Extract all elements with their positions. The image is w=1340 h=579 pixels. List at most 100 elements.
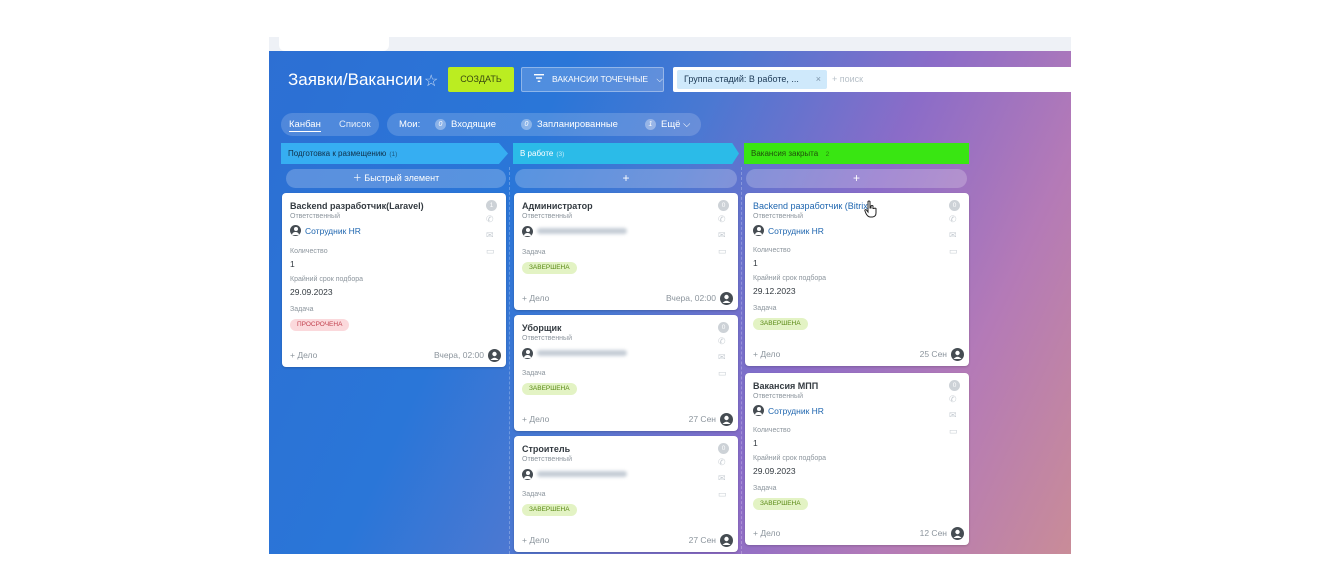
filter-icon [534, 68, 544, 91]
user-avatar-icon[interactable] [951, 527, 964, 540]
phone-icon[interactable]: ✆ [718, 457, 726, 467]
column-header-in-progress[interactable]: В работе (3) [513, 143, 739, 164]
add-activity-link[interactable]: + Дело [522, 293, 550, 303]
counter-planned[interactable]: 0 Запланированные [521, 113, 618, 136]
mail-icon[interactable]: ✉ [718, 473, 726, 483]
user-avatar-icon[interactable] [720, 292, 733, 305]
mail-icon[interactable]: ✉ [949, 410, 957, 420]
quick-add-in-progress[interactable]: + [515, 169, 737, 188]
phone-icon[interactable]: ✆ [949, 214, 957, 224]
responsible-person[interactable] [522, 348, 627, 360]
chat-icon[interactable]: ▭ [718, 368, 727, 378]
add-activity-link[interactable]: + Дело [522, 414, 550, 424]
add-activity-link[interactable]: + Дело [753, 349, 781, 359]
responsible-person[interactable]: Сотрудник HR [290, 225, 361, 237]
my-label: Мои: [399, 119, 421, 130]
kanban-card[interactable]: Backend разработчик(Laravel) 1 Ответстве… [282, 193, 506, 367]
active-tab-edge[interactable] [279, 37, 389, 51]
kanban-card[interactable]: Backend разработчик (Bitrix) 0 Ответстве… [745, 193, 969, 366]
user-avatar-icon [522, 469, 533, 480]
quantity-label: Количество [753, 427, 791, 434]
counter-incoming[interactable]: 0 Входящие [435, 113, 496, 136]
card-title[interactable]: Backend разработчик (Bitrix) [753, 201, 871, 211]
deadline-label: Крайний срок подбора [753, 275, 827, 282]
create-button[interactable]: СОЗДАТЬ [448, 67, 514, 92]
tab-list[interactable]: Список [339, 119, 371, 130]
phone-icon[interactable]: ✆ [718, 336, 726, 346]
activity-count-badge: 1 [486, 200, 497, 211]
responsible-person[interactable] [522, 469, 627, 481]
card-title[interactable]: Администратор [522, 201, 593, 211]
user-avatar-icon[interactable] [488, 349, 501, 362]
phone-icon[interactable]: ✆ [949, 394, 957, 404]
kanban-card[interactable]: Администратор 0 Ответственный Задача ЗАВ… [514, 193, 738, 310]
column-count: (1) [389, 151, 398, 158]
quantity-label: Количество [290, 248, 328, 255]
add-activity-link[interactable]: + Дело [522, 535, 550, 545]
status-badge: ЗАВЕРШЕНА [522, 504, 577, 516]
card-title[interactable]: Уборщик [522, 323, 562, 333]
phone-icon[interactable]: ✆ [718, 214, 726, 224]
quick-add-closed[interactable]: + [746, 169, 967, 188]
chat-icon[interactable]: ▭ [718, 246, 727, 256]
activity-count-badge: 0 [718, 443, 729, 454]
add-activity-link[interactable]: + Дело [753, 528, 781, 538]
more-label: Ещё [661, 119, 681, 130]
filter-tag-label: Группа стадий: В работе, ... [684, 74, 799, 84]
mail-icon[interactable]: ✉ [486, 230, 494, 240]
responsible-person[interactable]: Сотрудник HR [753, 225, 824, 237]
search-input[interactable]: + поиск [832, 74, 864, 84]
search-bar[interactable]: Группа стадий: В работе, ... × + поиск [673, 67, 1071, 92]
deadline-label: Крайний срок подбора [290, 276, 364, 283]
view-switcher: Канбан Список [281, 113, 379, 136]
chat-icon[interactable]: ▭ [949, 246, 958, 256]
card-date: 12 Сен [919, 528, 947, 538]
chat-icon[interactable]: ▭ [949, 426, 958, 436]
responsible-person[interactable]: Сотрудник HR [753, 405, 824, 417]
counters-bar: Мои: 0 Входящие 0 Запланированные 1 Ещё ⌵ [387, 113, 701, 136]
user-avatar-icon[interactable] [720, 413, 733, 426]
task-label: Задача [522, 370, 546, 377]
mail-icon[interactable]: ✉ [718, 352, 726, 362]
status-badge: ЗАВЕРШЕНА [522, 262, 577, 274]
responsible-person[interactable] [522, 226, 627, 238]
quick-add-preparation[interactable]: ＋ Быстрый элемент [286, 169, 506, 188]
card-title[interactable]: Вакансия МПП [753, 381, 819, 391]
tab-kanban[interactable]: Канбан [289, 119, 321, 132]
phone-icon[interactable]: ✆ [486, 214, 494, 224]
task-label: Задача [753, 305, 777, 312]
filter-tag[interactable]: Группа стадий: В работе, ... × [677, 70, 827, 89]
column-title: В работе [520, 149, 554, 158]
user-avatar-icon[interactable] [951, 348, 964, 361]
activity-count-badge: 0 [718, 200, 729, 211]
filter-preset-label: ВАКАНСИИ ТОЧЕЧНЫЕ [552, 74, 649, 84]
task-label: Задача [522, 491, 546, 498]
kanban-card[interactable]: Строитель 0 Ответственный Задача ЗАВЕРШЕ… [514, 436, 738, 552]
blurred-name [537, 350, 627, 356]
column-title: Вакансия закрыта [751, 149, 819, 158]
card-date: 27 Сен [688, 414, 716, 424]
mail-icon[interactable]: ✉ [718, 230, 726, 240]
filter-preset-button[interactable]: ВАКАНСИИ ТОЧЕЧНЫЕ ⌵ [521, 67, 664, 92]
mail-icon[interactable]: ✉ [949, 230, 957, 240]
chat-icon[interactable]: ▭ [486, 246, 495, 256]
star-icon[interactable]: ☆ [424, 73, 439, 90]
column-header-closed[interactable]: Вакансия закрыта 2 [744, 143, 969, 164]
counter-more[interactable]: 1 Ещё ⌵ [645, 113, 690, 136]
chat-icon[interactable]: ▭ [718, 489, 727, 499]
user-avatar-icon[interactable] [720, 534, 733, 547]
status-badge: ПРОСРОЧЕНА [290, 319, 350, 331]
kanban-card[interactable]: Вакансия МПП 0 Ответственный Сотрудник H… [745, 373, 969, 545]
column-count: (3) [556, 151, 565, 158]
kanban-card[interactable]: Уборщик 0 Ответственный Задача ЗАВЕРШЕНА… [514, 315, 738, 431]
close-icon[interactable]: × [815, 74, 821, 84]
deadline-value: 29.09.2023 [290, 287, 333, 297]
blurred-name [537, 228, 627, 234]
activity-count-badge: 0 [949, 200, 960, 211]
hand-cursor-icon [864, 200, 877, 218]
add-activity-link[interactable]: + Дело [290, 350, 318, 360]
status-badge: ЗАВЕРШЕНА [522, 383, 577, 395]
card-title[interactable]: Строитель [522, 444, 571, 454]
column-header-preparation[interactable]: Подготовка к размещению (1) [281, 143, 508, 164]
card-title[interactable]: Backend разработчик(Laravel) [290, 201, 424, 211]
